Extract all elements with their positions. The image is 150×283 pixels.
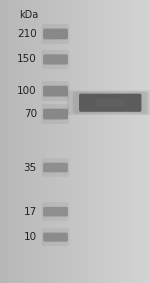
Text: 10: 10 (24, 232, 37, 242)
Text: 35: 35 (24, 162, 37, 173)
Text: 17: 17 (24, 207, 37, 217)
Text: 70: 70 (24, 109, 37, 119)
FancyBboxPatch shape (42, 104, 69, 124)
FancyBboxPatch shape (43, 163, 68, 172)
FancyBboxPatch shape (96, 99, 124, 106)
FancyBboxPatch shape (79, 94, 141, 112)
Text: 100: 100 (17, 86, 37, 96)
FancyBboxPatch shape (42, 202, 69, 221)
FancyBboxPatch shape (42, 228, 69, 246)
FancyBboxPatch shape (43, 233, 68, 242)
FancyBboxPatch shape (67, 90, 150, 115)
Text: 210: 210 (17, 29, 37, 39)
FancyBboxPatch shape (43, 109, 68, 119)
FancyBboxPatch shape (43, 86, 68, 97)
Text: 150: 150 (17, 54, 37, 65)
FancyBboxPatch shape (43, 207, 68, 216)
Text: kDa: kDa (19, 10, 38, 20)
FancyBboxPatch shape (43, 54, 68, 65)
FancyBboxPatch shape (43, 29, 68, 39)
FancyBboxPatch shape (42, 24, 69, 44)
FancyBboxPatch shape (42, 158, 69, 177)
FancyBboxPatch shape (42, 50, 69, 69)
FancyBboxPatch shape (73, 92, 148, 114)
FancyBboxPatch shape (42, 81, 69, 101)
